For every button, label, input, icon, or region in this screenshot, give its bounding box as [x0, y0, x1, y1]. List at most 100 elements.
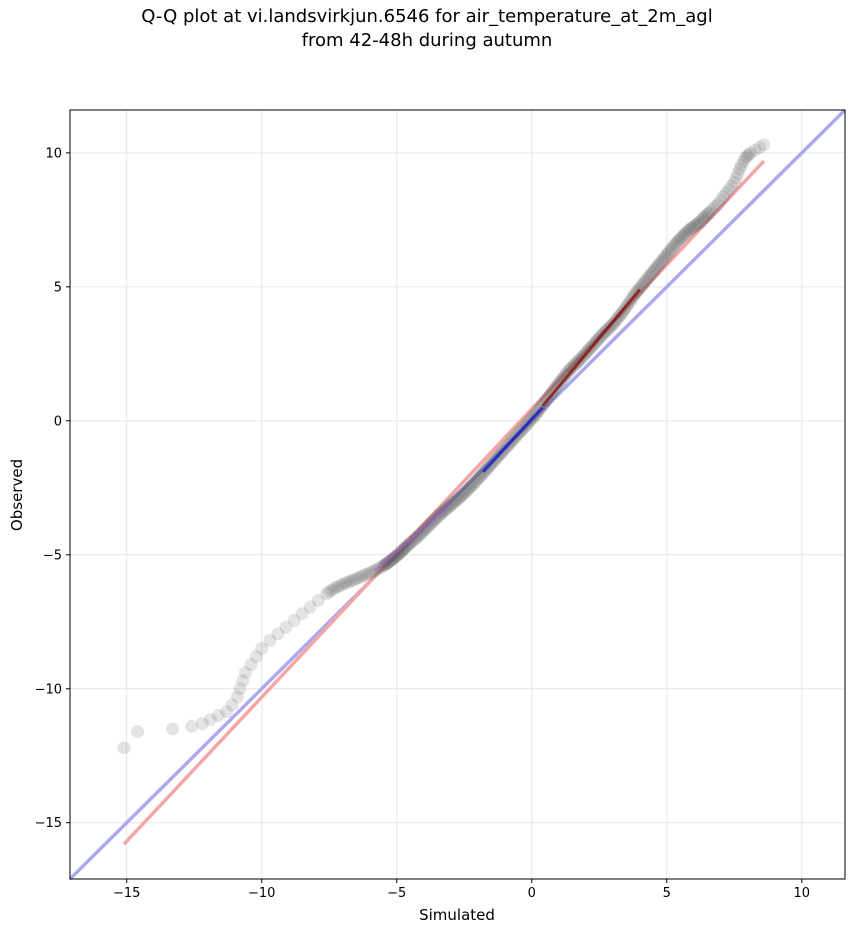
- data-point: [387, 551, 401, 565]
- data-point: [461, 483, 475, 497]
- data-point: [382, 555, 396, 569]
- data-point: [652, 257, 666, 271]
- data-point: [638, 274, 652, 288]
- data-point: [355, 569, 369, 583]
- data-point: [654, 255, 668, 269]
- data-point: [667, 238, 681, 252]
- y-tick-label: 5: [54, 280, 62, 295]
- data-point: [677, 228, 691, 242]
- data-point: [458, 486, 472, 500]
- data-point: [230, 690, 244, 704]
- data-point: [349, 572, 363, 586]
- data-point: [185, 719, 199, 733]
- data-point: [398, 541, 412, 555]
- data-point: [733, 162, 747, 176]
- data-point: [701, 206, 715, 220]
- data-point: [360, 567, 374, 581]
- data-point: [347, 573, 361, 587]
- data-point: [686, 220, 700, 234]
- data-point: [394, 545, 408, 559]
- data-point: [711, 197, 725, 211]
- data-point: [450, 493, 464, 507]
- x-axis-label: Simulated: [419, 906, 495, 924]
- data-point: [684, 221, 698, 235]
- y-tick-label: −10: [35, 682, 62, 697]
- data-point: [646, 265, 660, 279]
- data-point: [396, 543, 410, 557]
- data-point: [388, 550, 402, 564]
- data-point: [663, 244, 677, 258]
- x-tick-label: −5: [387, 886, 406, 901]
- data-point: [390, 548, 404, 562]
- data-point: [722, 182, 736, 196]
- y-tick-label: 10: [45, 146, 62, 161]
- data-point: [731, 166, 745, 180]
- data-point: [714, 193, 728, 207]
- data-point: [649, 261, 663, 275]
- data-point: [255, 642, 269, 656]
- data-point: [131, 725, 145, 739]
- data-point: [389, 549, 403, 563]
- data-point: [470, 473, 484, 487]
- data-point: [385, 552, 399, 566]
- central-low-segment: [482, 406, 544, 473]
- data-point: [453, 490, 467, 504]
- data-point: [680, 225, 694, 239]
- data-point: [669, 236, 683, 250]
- data-point: [410, 530, 424, 544]
- data-point: [637, 276, 651, 290]
- data-point: [407, 533, 421, 547]
- data-point: [691, 217, 705, 231]
- data-point: [421, 520, 435, 534]
- data-point: [658, 250, 672, 264]
- y-axis-label: Observed: [8, 459, 26, 531]
- data-point: [664, 242, 678, 256]
- data-point: [742, 148, 756, 162]
- data-point: [287, 613, 301, 627]
- data-point: [233, 682, 247, 696]
- data-point: [416, 524, 430, 538]
- data-point: [212, 709, 226, 723]
- data-point: [333, 579, 347, 593]
- data-point: [683, 222, 697, 236]
- data-point: [675, 230, 689, 244]
- data-point: [559, 367, 573, 381]
- data-point: [757, 138, 771, 152]
- data-point: [719, 186, 733, 200]
- data-point: [553, 374, 567, 388]
- x-tick-label: 10: [794, 886, 811, 901]
- data-point: [743, 146, 757, 160]
- data-point: [473, 470, 487, 484]
- data-point: [563, 363, 577, 377]
- data-point: [672, 233, 686, 247]
- data-point: [411, 529, 425, 543]
- data-point: [752, 141, 766, 155]
- data-point: [195, 717, 209, 731]
- data-point: [640, 273, 654, 287]
- data-point: [695, 212, 709, 226]
- data-point: [395, 544, 409, 558]
- data-point: [468, 475, 482, 489]
- data-point: [203, 713, 217, 727]
- data-point: [703, 205, 717, 219]
- central-high-segment: [541, 288, 641, 408]
- data-point: [729, 171, 743, 185]
- data-point: [651, 259, 665, 273]
- data-point: [655, 253, 669, 267]
- x-tick-label: −15: [113, 886, 140, 901]
- data-point: [328, 581, 342, 595]
- data-point: [325, 583, 339, 597]
- data-point: [414, 526, 428, 540]
- data-point: [263, 634, 277, 648]
- tick-layer: −15 −10 −5 0 5 10 −15 −10 −5 0 5 10: [35, 146, 811, 901]
- data-point: [391, 547, 405, 561]
- data-points: [117, 138, 771, 755]
- data-point: [357, 568, 371, 582]
- data-point: [379, 557, 393, 571]
- grid-layer: [70, 110, 845, 879]
- data-point: [644, 267, 658, 281]
- data-point: [689, 218, 703, 232]
- data-point: [708, 199, 722, 213]
- data-point: [352, 571, 366, 585]
